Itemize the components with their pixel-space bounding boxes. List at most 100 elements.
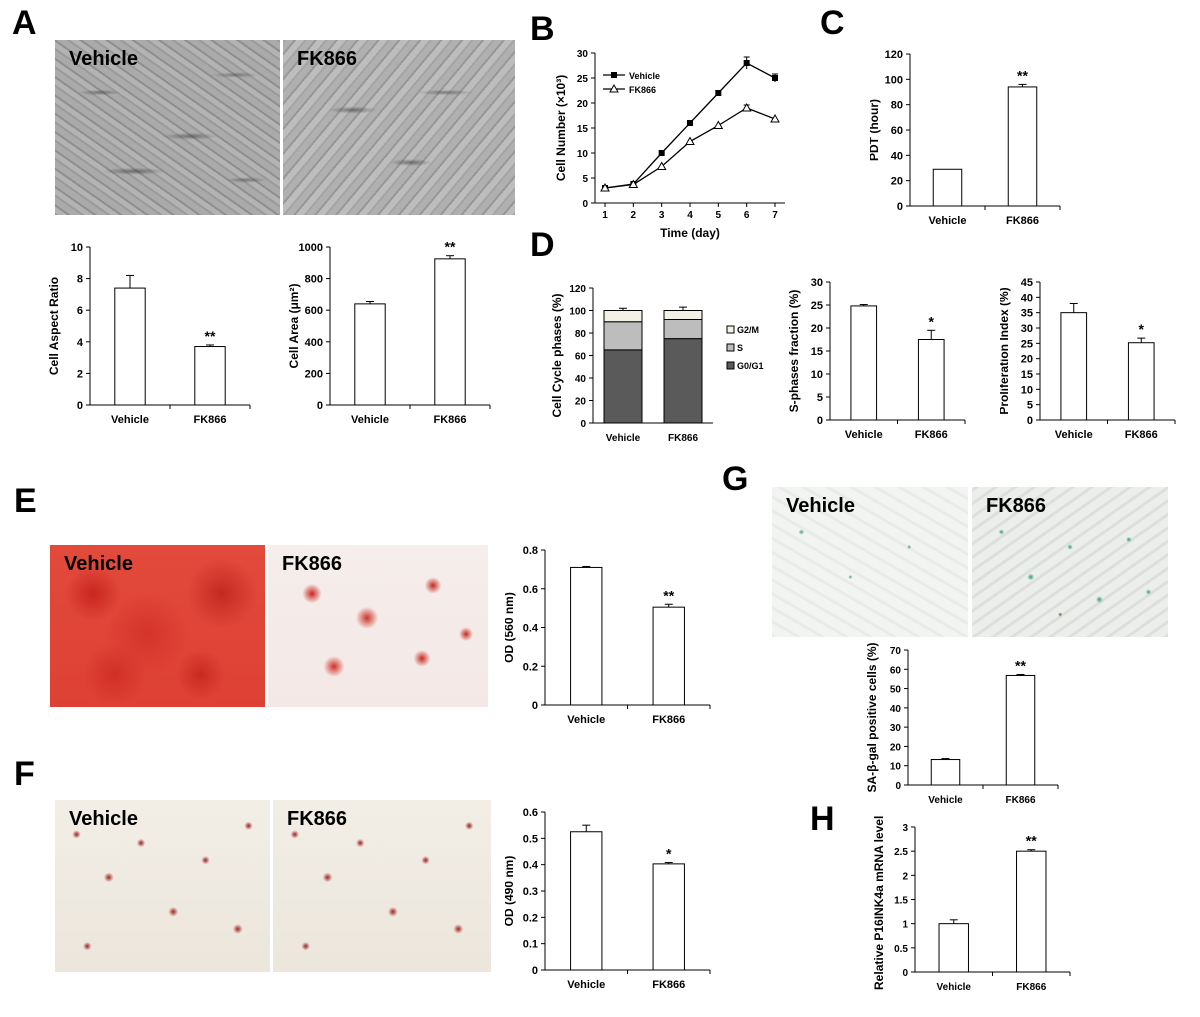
bar [354,303,386,406]
chart-cell-area: 0 200 400 600 800 1000 Vehicle ** FK866 Cell Area… [287,239,491,426]
micrograph-g-fk866: FK866 [972,487,1168,637]
y-tick-label: 0 [532,965,538,977]
bar [917,339,945,421]
legend-swatch [726,343,735,352]
y-tick-label: 10 [811,369,823,381]
x-tick-label: FK866 [1005,795,1035,806]
panel-label-f: F [14,755,35,793]
data-point [743,60,750,66]
chart-p16-mrna: 0 0.5 1 1.5 2 2.5 3 Vehicle ** FK866 Relative P16I… [872,815,1071,993]
y-tick-label: 15 [1021,369,1033,381]
bar [570,566,603,706]
data-point [685,136,695,145]
y-tick-label: 0.6 [523,807,538,819]
panel-label-b: B [530,10,555,48]
stacked-bar-segment [603,310,643,323]
significance-mark: ** [1015,657,1026,673]
y-tick-label: 2 [77,368,83,380]
legend-swatch [726,325,735,334]
micrograph-caption: Vehicle [69,48,138,70]
chart-cell-aspect-ratio: 0 2 4 6 8 10 Vehicle ** FK866 Cell Aspect Ratio [47,242,251,426]
significance-mark: ** [663,587,674,603]
stacked-bar-segment [603,321,643,351]
y-tick-label: 0 [1027,415,1033,427]
bar [938,923,969,973]
y-tick-label: 60 [891,125,903,137]
y-tick-label: 10 [890,762,902,773]
y-tick-label: 800 [305,274,323,286]
y-tick-label: 0.4 [523,860,539,872]
chart-proliferation-index: 0 5 10 15 20 25 30 35 40 45 Vehicle * FK866 Prolifera… [1000,277,1176,441]
significance-mark: ** [1026,833,1037,849]
bar [652,606,685,706]
y-axis-label: Cell Number (×10³) [554,75,568,181]
chart-od-560: 0 0.2 0.4 0.6 0.8 Vehicle ** FK866 OD (560 nm) [505,545,711,726]
panel-label-e: E [14,482,37,520]
y-tick-label: 40 [891,150,903,162]
micrograph-e-vehicle: Vehicle [50,545,265,707]
data-point [713,120,724,129]
panel-label-d: D [530,226,555,264]
x-tick-label: Vehicle [928,795,963,806]
data-point [715,90,722,96]
stacked-bar-segment [663,338,703,424]
y-tick-label: 80 [891,100,903,112]
significance-mark: * [666,846,672,862]
micrograph-caption: Vehicle [64,553,133,575]
y-tick-label: 100 [885,74,903,86]
y-tick-label: 0.8 [523,545,538,557]
legend-label: G2/M [737,325,759,335]
micrograph-a-fk866: FK866 [283,40,515,215]
x-tick-label: 6 [744,210,750,221]
x-tick-label: Vehicle [351,414,389,426]
y-tick-label: 0 [817,415,823,427]
chart-s-phase-fraction: 0 5 10 15 20 25 30 Vehicle * FK866 S-phases fracti… [787,277,966,441]
bar [1016,850,1047,973]
data-point [628,179,639,188]
x-tick-label: Vehicle [937,982,972,993]
stacked-bar-segment [603,349,643,424]
legend-marker [611,72,617,78]
y-tick-label: 100 [569,307,586,318]
significance-mark: ** [1017,67,1028,83]
y-tick-label: 8 [77,274,83,286]
chart-sa-beta-gal: 0 10 20 30 40 50 60 70 Vehicle ** FK866 SA-β-gal po… [865,642,1059,806]
data-point [772,75,778,81]
x-tick-label: 5 [716,210,722,221]
y-tick-label: 1 [902,920,908,931]
y-axis-label: S-phases fraction (%) [787,290,801,413]
bar [930,759,961,786]
y-tick-label: 0 [580,419,586,430]
y-tick-label: 40 [890,704,902,715]
stacked-bar-segment [663,310,703,320]
y-tick-label: 15 [577,124,589,135]
y-tick-label: 20 [891,176,903,188]
bar [1005,674,1036,786]
bar [114,287,146,406]
x-tick-label: 4 [687,210,693,221]
x-tick-label: Vehicle [606,433,641,444]
y-tick-label: 0 [77,400,83,412]
y-tick-label: 25 [577,74,589,85]
panel-label-c: C [820,4,845,42]
y-tick-label: 25 [811,300,823,312]
stacked-bar-segment [663,319,703,340]
x-tick-label: FK866 [1125,429,1158,441]
y-tick-label: 0.2 [523,661,538,673]
micrograph-caption: Vehicle [786,495,855,517]
y-axis-label: Cell Aspect Ratio [47,277,61,375]
x-tick-label: Vehicle [111,414,149,426]
y-tick-label: 20 [811,323,823,335]
y-tick-label: 5 [582,174,588,185]
y-tick-label: 50 [890,685,902,696]
y-axis-label: PDT (hour) [870,99,881,161]
y-tick-label: 0.3 [523,886,538,898]
y-tick-label: 0.2 [523,912,538,924]
legend-label: G0/G1 [737,361,764,371]
y-tick-label: 0 [582,199,588,210]
x-tick-label: FK866 [652,714,685,726]
y-tick-label: 10 [577,149,589,160]
y-axis-label: OD (560 nm) [505,592,516,663]
y-tick-label: 3 [902,823,908,834]
x-tick-label: Vehicle [845,429,883,441]
